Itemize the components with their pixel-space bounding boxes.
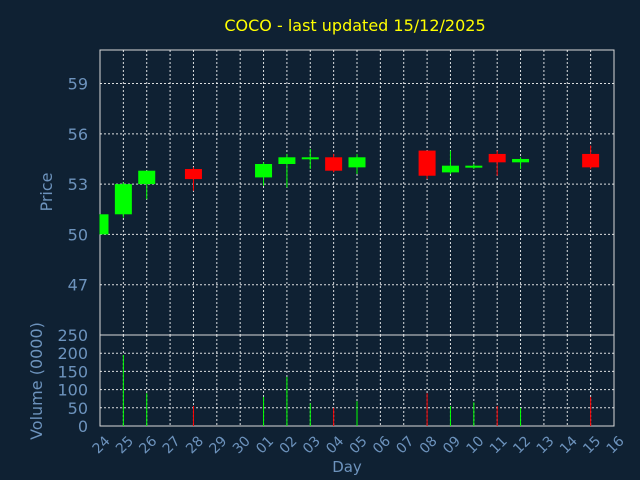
- volume-tick-label: 200: [57, 344, 88, 363]
- candle-body: [441, 165, 459, 173]
- price-tick-label: 59: [68, 75, 88, 94]
- price-tick-label: 56: [68, 125, 88, 144]
- x-tick-label: 16: [604, 433, 628, 457]
- plot-layers: 24 25 26 27 28 29 30 01 02 03 04 05 06 07 08 09 10 11 12 13…: [57, 49, 628, 457]
- volume-tick-label: 50: [68, 399, 88, 418]
- candle-body: [184, 169, 202, 180]
- candle-body: [512, 158, 530, 163]
- volume-axis-label: Volume (0000): [27, 322, 46, 440]
- x-tick-label: 01: [253, 433, 277, 457]
- candle-body: [418, 150, 436, 176]
- x-tick-label: 07: [393, 433, 417, 457]
- candle-body: [114, 184, 132, 215]
- x-tick-label: 10: [464, 433, 488, 457]
- volume-tick-label: 250: [57, 326, 88, 345]
- price-panel-frame: [99, 49, 615, 336]
- price-tick-label: 53: [68, 175, 88, 194]
- price-tick-label: 47: [68, 276, 88, 295]
- x-tick-label: 27: [160, 433, 184, 457]
- candle-body: [465, 165, 483, 168]
- price-tick-label: 50: [68, 225, 88, 244]
- volume-tick-label: 100: [57, 381, 88, 400]
- x-tick-label: 29: [207, 433, 231, 457]
- volume-tick-label: 0: [78, 417, 88, 436]
- x-tick-label: 11: [487, 433, 511, 457]
- x-tick-label: 04: [323, 433, 347, 457]
- x-tick-label: 05: [347, 433, 371, 457]
- x-tick-label: 12: [510, 433, 534, 457]
- x-tick-label: 09: [440, 433, 464, 457]
- x-tick-label: 15: [580, 433, 604, 457]
- x-tick-label: 14: [557, 433, 581, 457]
- x-tick-label: 25: [113, 433, 137, 457]
- x-tick-label: 08: [417, 433, 441, 457]
- candle-body: [582, 153, 600, 168]
- candle-body: [138, 170, 156, 185]
- candle-body: [488, 153, 506, 163]
- candle-body: [325, 157, 343, 171]
- price-axis-label: Price: [37, 172, 56, 211]
- x-tick-label: 24: [90, 433, 114, 457]
- candle-body: [255, 164, 273, 178]
- x-tick-label: 06: [370, 433, 394, 457]
- x-tick-label: 03: [300, 433, 324, 457]
- x-tick-label: 26: [136, 433, 160, 457]
- candle-body: [278, 157, 296, 164]
- volume-tick-label: 150: [57, 362, 88, 381]
- x-tick-label: 02: [277, 433, 301, 457]
- x-tick-label: 30: [230, 433, 254, 457]
- x-tick-label: 13: [534, 433, 558, 457]
- x-tick-label: 28: [183, 433, 207, 457]
- candle-body: [348, 157, 366, 168]
- candle-body: [301, 157, 319, 160]
- chart-title: COCO - last updated 15/12/2025: [224, 16, 485, 35]
- candle-body: [100, 214, 109, 235]
- x-axis-label: Day: [332, 458, 362, 476]
